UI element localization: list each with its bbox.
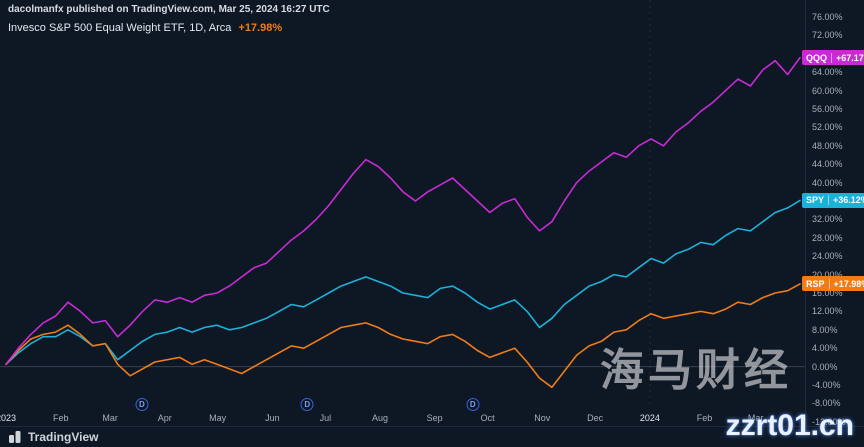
price-badge-spy: SPY+36.12% xyxy=(802,192,864,208)
dividend-marker[interactable]: D xyxy=(466,398,480,411)
y-axis-label: 28.00% xyxy=(812,232,843,243)
price-badge-ticker: SPY xyxy=(806,195,825,206)
price-badge-qqq: QQQ+67.17% xyxy=(802,50,864,66)
price-badge-rsp: RSP+17.98% xyxy=(802,276,864,292)
y-axis-label: 16.00% xyxy=(812,288,843,298)
price-badge-value: +36.12% xyxy=(828,195,864,206)
y-axis-label: 4.00% xyxy=(812,343,838,354)
series-line-rsp[interactable] xyxy=(5,283,801,389)
y-axis-label: -8.00% xyxy=(812,398,841,409)
x-axis-label: Sep xyxy=(426,413,443,423)
x-axis-label: Apr xyxy=(157,413,172,423)
y-axis-label: 72.00% xyxy=(812,30,843,41)
publish-info: dacolmanfx published on TradingView.com,… xyxy=(8,4,330,15)
dividend-marker[interactable]: D xyxy=(300,398,314,411)
y-axis-label: -4.00% xyxy=(812,380,841,390)
y-axis-label: 60.00% xyxy=(812,85,843,96)
x-axis-label: 2024 xyxy=(639,413,660,423)
x-axis-label: Jun xyxy=(265,413,280,423)
y-axis-label: 40.00% xyxy=(812,177,843,188)
y-axis-label: 0.00% xyxy=(812,361,838,372)
x-axis-label: May xyxy=(209,413,227,423)
x-axis-label: Aug xyxy=(372,413,389,423)
y-axis-label: 76.00% xyxy=(812,12,843,22)
tradingview-brand[interactable]: TradingView xyxy=(28,430,99,444)
price-badge-value: +17.98% xyxy=(828,278,864,289)
y-axis-label: 32.00% xyxy=(812,214,843,225)
y-axis-label: 20.00% xyxy=(812,269,843,280)
x-axis-label: Dec xyxy=(587,413,604,423)
x-axis-label: Jul xyxy=(319,413,332,423)
x-axis-label: Oct xyxy=(480,413,495,423)
y-axis-label: 48.00% xyxy=(812,140,843,151)
tradingview-logo-icon[interactable] xyxy=(8,430,22,444)
series-line-spy[interactable] xyxy=(5,199,801,366)
x-axis-label: Mar xyxy=(747,413,764,423)
price-badge-ticker: RSP xyxy=(806,278,825,289)
x-axis-label: Nov xyxy=(534,413,551,423)
dividend-marker[interactable]: D xyxy=(135,398,149,411)
y-axis-label: 64.00% xyxy=(812,67,843,78)
price-badge-value: +67.17% xyxy=(831,52,864,63)
symbol-title: Invesco S&P 500 Equal Weight ETF, 1D, Ar… xyxy=(8,22,232,34)
watermark-center: 海马财经 xyxy=(600,346,792,395)
x-axis-label: Feb xyxy=(696,413,713,423)
x-axis-label: Feb xyxy=(52,413,69,423)
symbol-change: +17.98% xyxy=(238,22,283,34)
x-axis-label: 2023 xyxy=(0,413,17,423)
y-axis-label: -12.00% xyxy=(812,416,846,426)
footer-bar: TradingView xyxy=(0,426,864,447)
time-axis[interactable]: 2023 Feb Mar Apr May Jun Jul Aug Sep Oct Nov Dec 202… xyxy=(0,410,806,426)
y-axis-label: 8.00% xyxy=(812,324,838,335)
symbol-title-row: Invesco S&P 500 Equal Weight ETF, 1D, Ar… xyxy=(8,22,282,34)
price-badge-ticker: QQQ xyxy=(806,52,828,63)
y-axis-label: 24.00% xyxy=(812,251,843,262)
y-axis-label: 44.00% xyxy=(812,159,843,170)
x-axis-label: Mar xyxy=(102,413,118,423)
series-line-qqq[interactable] xyxy=(5,56,801,366)
watermark-bottom: zzrt01.cn xyxy=(725,409,854,442)
y-axis-label: 12.00% xyxy=(812,306,843,317)
y-axis-label: 56.00% xyxy=(812,104,843,114)
y-axis-label: 52.00% xyxy=(812,122,843,133)
